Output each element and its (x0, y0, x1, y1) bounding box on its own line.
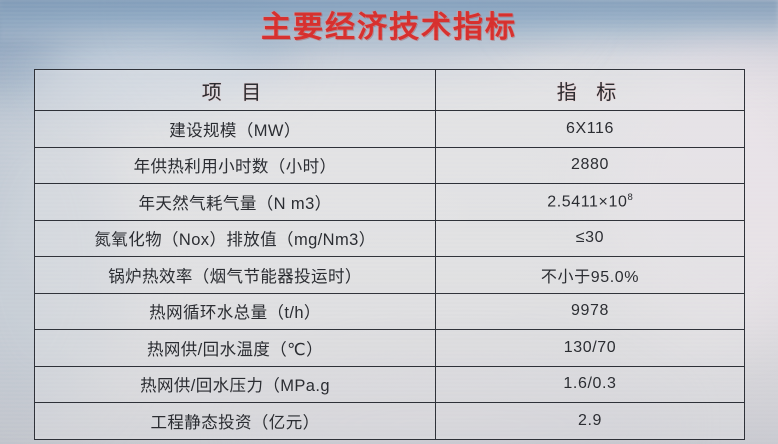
cell-item: 工程静态投资（亿元） (34, 402, 436, 440)
table-header-row: 项 目 指 标 (34, 69, 745, 111)
table-row: 氮氧化物（Nox）排放值（mg/Nm3） ≤30 (34, 219, 745, 257)
cell-value: 9978 (435, 292, 745, 330)
cell-value-text: 1.6/0.3 (563, 375, 617, 393)
cell-value: 2880 (435, 146, 745, 184)
page-title: 主要经济技术指标 (261, 11, 517, 44)
cell-value-text: 不小于95.0% (540, 268, 640, 286)
cell-value-text: 2.5411×10 (547, 193, 628, 211)
cell-value: 2.5411×108 (435, 183, 745, 221)
table-row: 建设规模（MW） 6X116 (34, 110, 745, 148)
table-row: 年天然气耗气量（N m3） 2.5411×108 (34, 183, 745, 221)
cell-value: 130/70 (435, 329, 745, 367)
cell-value: 6X116 (435, 110, 745, 148)
cell-value-text: 2.9 (577, 411, 603, 429)
table-row: 热网循环水总量（t/h） 9978 (34, 292, 745, 330)
column-header-item: 项 目 (34, 69, 436, 111)
cell-item: 热网供/回水温度（℃） (34, 329, 436, 367)
table-row: 热网供/回水压力（MPa.g 1.6/0.3 (34, 365, 745, 403)
cell-item: 热网供/回水压力（MPa.g (34, 365, 436, 403)
cell-value: ≤30 (435, 219, 745, 257)
cell-item: 年天然气耗气量（N m3） (34, 183, 436, 221)
cell-value: 2.9 (435, 402, 745, 440)
cell-item: 热网循环水总量（t/h） (34, 292, 436, 330)
table-row: 锅炉热效率（烟气节能器投运时） 不小于95.0% (34, 256, 745, 294)
cell-value: 1.6/0.3 (435, 365, 745, 403)
cell-item: 锅炉热效率（烟气节能器投运时） (34, 256, 436, 294)
cell-value-text: 130/70 (563, 338, 617, 356)
cell-value: 不小于95.0% (435, 256, 745, 294)
table-body: 建设规模（MW） 6X116 年供热利用小时数（小时） 2880 年天然气耗气量（N m… (34, 110, 745, 440)
cell-value-exponent: 8 (627, 192, 633, 204)
cell-item: 氮氧化物（Nox）排放值（mg/Nm3） (34, 219, 436, 257)
cell-value-text: ≤30 (575, 229, 605, 247)
table-row: 工程静态投资（亿元） 2.9 (34, 402, 745, 440)
cell-value-text: 6X116 (565, 119, 615, 137)
table-header: 项 目 指 标 (34, 69, 745, 111)
cell-item: 年供热利用小时数（小时） (34, 146, 436, 184)
cell-item: 建设规模（MW） (34, 110, 436, 148)
cell-value-text: 2880 (571, 156, 609, 174)
table-row: 热网供/回水温度（℃） 130/70 (34, 329, 745, 367)
spec-table: 项 目 指 标 建设规模（MW） 6X116 年供热利用小时数（小时） 2880 年天然… (34, 69, 745, 440)
table-row: 年供热利用小时数（小时） 2880 (34, 146, 745, 184)
spec-table-container: 项 目 指 标 建设规模（MW） 6X116 年供热利用小时数（小时） 2880 年天然… (34, 69, 745, 440)
column-header-indicator: 指 标 (435, 69, 745, 111)
cell-value-text: 9978 (571, 302, 609, 320)
